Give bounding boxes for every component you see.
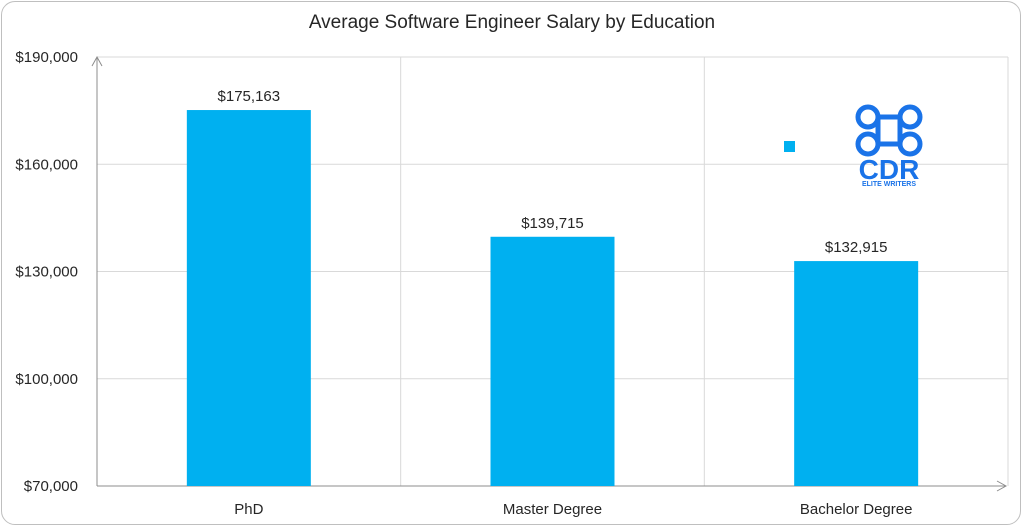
data-label: $175,163 xyxy=(218,88,281,105)
x-tick-label: Bachelor Degree xyxy=(800,501,913,518)
bar xyxy=(186,110,311,487)
labels: $70,000 $100,000 $130,000 $160,000 $190,000 $… xyxy=(15,49,912,518)
bars xyxy=(186,110,919,487)
data-label: $132,915 xyxy=(825,239,888,256)
data-label: $139,715 xyxy=(521,215,584,232)
y-tick-label: $190,000 xyxy=(15,49,78,66)
logo-watermark: CDR ELITE WRITERS xyxy=(784,104,923,188)
legend-square-icon xyxy=(784,141,795,152)
logo-text: CDR xyxy=(859,154,920,185)
y-tick-label: $70,000 xyxy=(24,478,78,495)
logo-subtext: ELITE WRITERS xyxy=(862,181,916,188)
bar xyxy=(490,236,615,486)
y-axis-arrow-icon xyxy=(91,55,103,67)
x-tick-label: PhD xyxy=(234,501,263,518)
command-key-icon xyxy=(855,104,923,157)
bar xyxy=(794,261,919,486)
x-tick-label: Master Degree xyxy=(503,501,602,518)
chart-title: Average Software Engineer Salary by Educ… xyxy=(308,12,716,33)
x-axis-arrow-icon xyxy=(996,480,1008,492)
y-tick-label: $130,000 xyxy=(15,264,78,281)
y-tick-label: $100,000 xyxy=(15,371,78,388)
y-tick-label: $160,000 xyxy=(15,156,78,173)
